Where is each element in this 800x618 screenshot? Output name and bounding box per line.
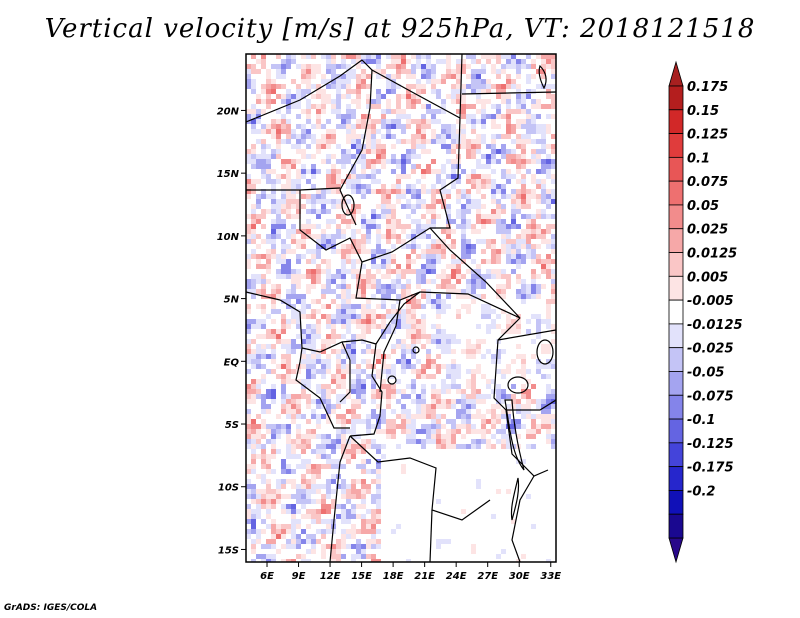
colorbar-swatch: [668, 156, 684, 182]
colorbar-label: -0.005: [687, 294, 734, 309]
x-tick-label: 12E: [320, 571, 341, 582]
y-tick-label: 5S: [225, 420, 239, 431]
colorbar-label: -0.2: [687, 484, 715, 499]
colorbar-swatch: [668, 490, 684, 515]
lake-contour: [536, 339, 554, 365]
x-tick-label: 15E: [351, 571, 372, 582]
colorbar-swatch: [668, 85, 684, 111]
colorbar-label: -0.075: [687, 389, 734, 404]
border-line: [379, 299, 401, 393]
lake-contour: [412, 346, 420, 354]
border-line: [349, 343, 383, 437]
colorbar: 0.175 0.15 0.125 0.1 0.075 0.05 0.025 0.0125 0.0…: [668, 60, 743, 564]
x-tick-label: 6E: [260, 571, 274, 582]
colorbar-label: -0.0125: [687, 318, 743, 333]
lake-contour: [387, 375, 397, 385]
colorbar-label: -0.025: [687, 342, 734, 357]
axes: 6E 9E 12E 15E 18E 21E 24E 27E 30E 33E 20N 15N 10N 5N E…: [217, 106, 562, 582]
velocity-field: [246, 54, 556, 562]
border-line: [389, 291, 421, 323]
colorbar-swatch: [668, 466, 684, 491]
colorbar-label: 0.025: [687, 223, 728, 238]
lake-contour: [507, 376, 529, 394]
chart-title: Vertical velocity [m/s] at 925hPa, VT: 2…: [44, 14, 756, 44]
x-tick-label: 9E: [292, 571, 306, 582]
border-line: [429, 509, 433, 562]
colorbar-swatch: [668, 323, 684, 349]
x-tick-label: 18E: [383, 571, 404, 582]
lake-contour: [510, 477, 520, 521]
border-line: [339, 341, 351, 403]
colorbar-swatch: [668, 109, 684, 134]
border-line: [295, 347, 350, 429]
border-line: [355, 261, 521, 319]
x-tick-label: 30E: [509, 571, 530, 582]
colorbar-swatch: [668, 228, 684, 253]
colorbar-label: 0.005: [687, 270, 728, 285]
border-line: [349, 435, 491, 521]
colorbar-label: -0.1: [687, 413, 715, 428]
colorbar-label: -0.125: [687, 437, 734, 452]
y-tick-label: 5N: [224, 295, 240, 306]
colorbar-swatch: [668, 299, 684, 325]
border-line: [511, 475, 535, 562]
colorbar-swatch: [668, 133, 684, 158]
border-line: [506, 399, 556, 411]
colorbar-swatch: [668, 394, 684, 420]
colorbar-label: -0.175: [687, 461, 734, 476]
chart-canvas: 6E 9E 12E 15E 18E 21E 24E 27E 30E 33E 20N 15N 10N 5N E…: [217, 53, 743, 582]
y-tick-label: 15S: [218, 545, 239, 556]
colorbar-label: 0.075: [687, 175, 728, 190]
lake-contour: [341, 194, 355, 216]
colorbar-swatch: [668, 204, 684, 230]
colorbar-label: 0.05: [687, 199, 719, 214]
border-line: [497, 329, 556, 341]
colorbar-label: 0.15: [687, 104, 719, 119]
lakes-and-coast: [341, 64, 554, 521]
map-frame: [245, 53, 557, 563]
border-line: [246, 59, 363, 123]
colorbar-swatch: [668, 275, 684, 301]
colorbar-label: 0.0125: [687, 247, 737, 262]
colorbar-label: -0.05: [687, 365, 724, 380]
x-tick-label: 27E: [477, 571, 498, 582]
colorbar-label: 0.175: [687, 80, 728, 95]
colorbar-swatch: [668, 252, 684, 277]
y-tick-label: 10S: [218, 483, 239, 494]
y-tick-label: 20N: [217, 106, 240, 117]
y-tick-label: 10N: [217, 232, 240, 243]
colorbar-label: 0.125: [687, 128, 728, 143]
country-borders: [246, 54, 556, 562]
colorbar-min-arrow: [668, 537, 684, 564]
x-tick-label: 24E: [446, 571, 467, 582]
x-tick-label: 33E: [540, 571, 561, 582]
x-tick-label: 21E: [414, 571, 435, 582]
colorbar-swatch: [668, 513, 684, 539]
y-tick-label: 15N: [217, 169, 240, 180]
colorbar-max-arrow: [668, 60, 684, 87]
border-line: [329, 435, 351, 562]
lake-contour: [504, 399, 525, 471]
lake-contour: [538, 64, 547, 90]
border-line: [299, 190, 521, 319]
border-line: [246, 291, 391, 353]
border-line: [361, 54, 463, 119]
border-line: [430, 117, 461, 229]
colorbar-label: 0.1: [687, 151, 710, 166]
colorbar-swatch: [668, 347, 684, 372]
colorbar-swatch: [668, 180, 684, 206]
colorbar-swatch: [668, 418, 684, 444]
grads-credit: GrADS: IGES/COLA: [4, 603, 98, 613]
colorbar-swatch: [668, 371, 684, 396]
y-tick-label: EQ: [224, 357, 240, 368]
colorbar-swatch: [668, 442, 684, 468]
border-line: [461, 91, 556, 95]
